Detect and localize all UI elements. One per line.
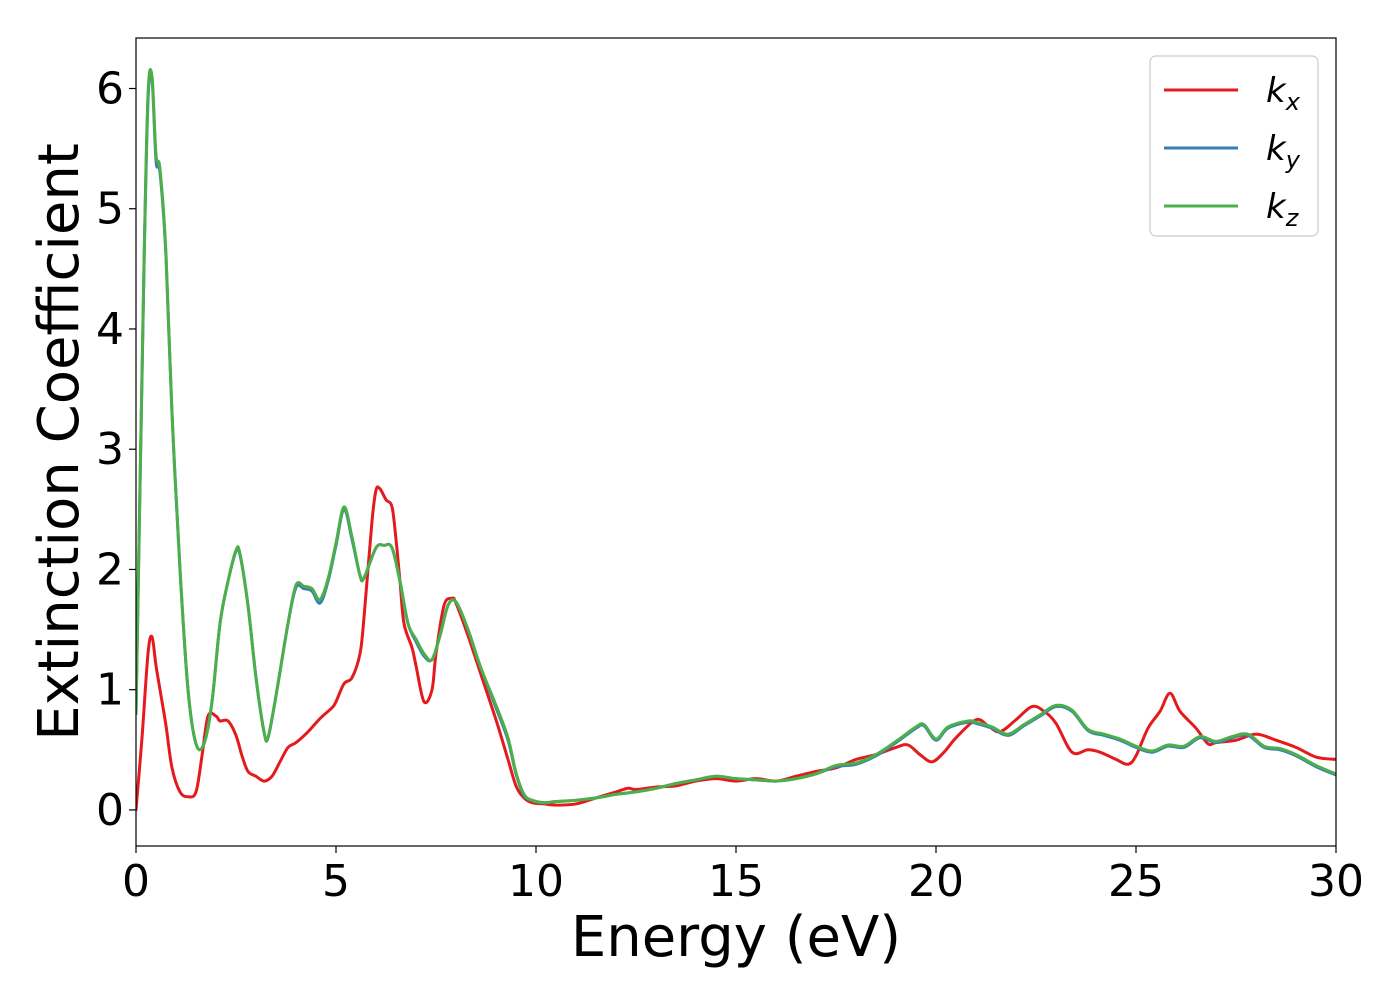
x-tick-label: 25 <box>1108 856 1164 907</box>
x-tick-label: 5 <box>322 856 350 907</box>
x-tick-label: 15 <box>708 856 764 907</box>
legend-label: kz <box>1266 187 1300 232</box>
x-tick-label: 10 <box>508 856 564 907</box>
y-tick-label: 1 <box>96 665 124 716</box>
series-line-kz <box>136 68 1336 805</box>
y-tick-label: 4 <box>96 304 124 355</box>
y-tick-label: 0 <box>96 785 124 836</box>
legend-label: kx <box>1266 71 1301 116</box>
legend-label: ky <box>1266 129 1301 174</box>
y-tick-label: 2 <box>96 544 124 595</box>
x-tick-label: 20 <box>908 856 964 907</box>
x-axis: 0 5 10 15 20 25 30 <box>122 846 1364 907</box>
y-tick-label: 6 <box>96 64 124 115</box>
y-axis: 0 1 2 3 4 5 6 <box>96 64 136 836</box>
legend: kx ky kz <box>1149 55 1319 237</box>
series-layer <box>136 68 1336 812</box>
series-line-kx <box>136 485 1336 812</box>
y-axis-title: Extinction Coefficient <box>27 143 92 741</box>
y-tick-label: 3 <box>96 424 124 475</box>
legend-frame <box>1149 55 1319 237</box>
x-axis-title: Energy (eV) <box>571 905 901 970</box>
x-tick-label: 30 <box>1308 856 1364 907</box>
x-tick-label: 0 <box>122 856 150 907</box>
y-tick-label: 5 <box>96 184 124 235</box>
